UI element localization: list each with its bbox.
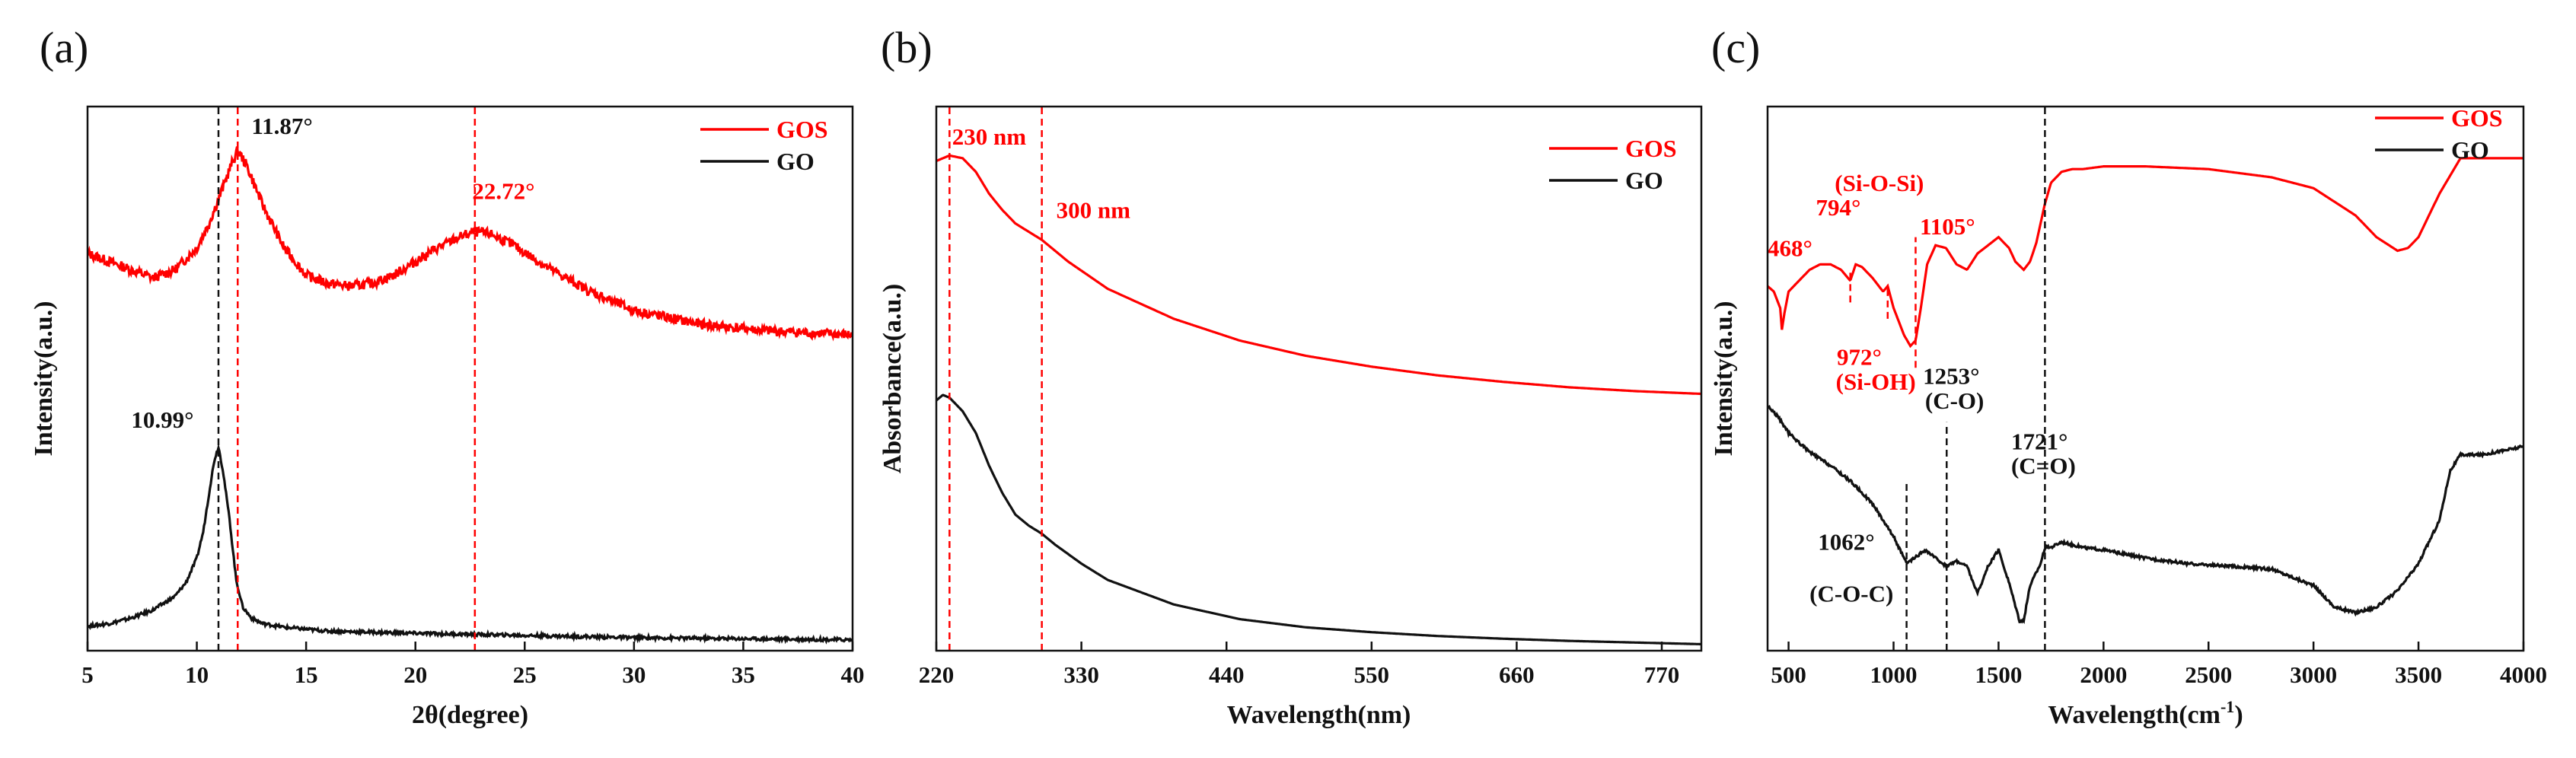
- annotation-label: 300 nm: [1057, 197, 1130, 224]
- annotation-label: 10.99°: [131, 406, 193, 433]
- annotation-label: 11.87°: [251, 113, 312, 139]
- x-tick-label: 440: [1209, 661, 1245, 688]
- annotation-label: 1105°: [1920, 213, 1975, 240]
- x-tick-label: 1500: [1975, 661, 2022, 688]
- annotation-label: (C-O): [1925, 387, 1984, 414]
- x-axis-title-text: Wavelength(cm: [2048, 701, 2221, 729]
- annotation-label: 972°: [1837, 344, 1882, 371]
- legend: GOS GO: [700, 116, 828, 175]
- x-tick-label: 660: [1499, 661, 1535, 688]
- x-tick-label: 3500: [2395, 661, 2442, 688]
- x-tick-label: 10: [185, 661, 209, 688]
- series-line-gos: [88, 146, 853, 342]
- y-axis-title: Intensity(a.u.): [1710, 301, 1738, 456]
- legend-label-go: GO: [1625, 167, 1663, 194]
- annotation-label: 1721°: [2011, 428, 2067, 454]
- x-tick-label: 15: [295, 661, 318, 688]
- legend-label-gos: GOS: [1625, 135, 1677, 162]
- series-line-gos: [1768, 157, 2523, 349]
- x-tick-label: 500: [1771, 661, 1806, 688]
- x-tick-label: 40: [841, 661, 865, 688]
- x-tick-label: 25: [513, 661, 537, 688]
- x-tick-label: 2500: [2185, 661, 2232, 688]
- x-tick-label: 550: [1354, 661, 1390, 688]
- annotation-label: 468°: [1768, 235, 1812, 262]
- x-axis-title: Wavelength(cm-1): [2048, 697, 2243, 729]
- y-axis-title: Intensity(a.u.): [30, 301, 58, 456]
- annotation-label: (Si-OH): [1836, 368, 1916, 395]
- legend-label-go: GO: [776, 148, 815, 175]
- x-tick-label: 220: [919, 661, 955, 688]
- legend-label-go: GO: [2451, 136, 2489, 164]
- x-tick-label: 1000: [1870, 661, 1918, 688]
- x-axis-title: 2θ(degree): [412, 701, 528, 729]
- annotation-label: (C-O-C): [1809, 581, 1893, 607]
- x-axis-title-sup: -1: [2221, 697, 2234, 716]
- x-tick-label: 4000: [2500, 661, 2547, 688]
- annotation-label: 1062°: [1818, 529, 1874, 556]
- panel-b: (b) 230 nm 300 nm 220 330 440 550 660 770 Wavelen…: [878, 23, 1703, 729]
- panel-c: (c) (Si-O-Si)794°468° 1105° 972°(Si-OH) 1253…: [1710, 23, 2547, 729]
- x-tick-label: 3000: [2290, 661, 2337, 688]
- annotation-label: 1253°: [1923, 363, 1979, 390]
- x-axis-title-text: Wavelength(nm): [1227, 701, 1411, 729]
- x-tick-label: 35: [732, 661, 755, 688]
- x-tick-label: 20: [403, 661, 427, 688]
- series-line-gos: [936, 154, 1701, 396]
- x-tick-label: 30: [622, 661, 646, 688]
- annotation-label: 794°: [1816, 194, 1860, 221]
- x-tick-label: 5: [81, 661, 94, 688]
- annotation-label: 230 nm: [952, 123, 1026, 150]
- panel-label: (b): [881, 23, 933, 72]
- annotation-label: 22.72°: [472, 178, 534, 205]
- x-tick-label: 330: [1063, 661, 1099, 688]
- panel-label: (a): [40, 23, 88, 72]
- annotation-label: (C=O): [2011, 453, 2076, 479]
- legend: GOS GO: [2375, 104, 2503, 164]
- annotation-label: (Si-O-Si): [1835, 170, 1924, 196]
- series-line-go: [936, 393, 1701, 645]
- x-tick-label: 770: [1644, 661, 1680, 688]
- legend: GOS GO: [1549, 135, 1677, 194]
- legend-label-gos: GOS: [776, 116, 828, 143]
- plot-frame: [86, 105, 854, 652]
- y-axis-title: Absorbance(a.u.): [878, 284, 907, 473]
- x-axis-title-text: 2θ(degree): [412, 701, 528, 729]
- legend-label-gos: GOS: [2451, 104, 2503, 132]
- series-line-go: [88, 443, 853, 645]
- x-tick-label: 2000: [2080, 661, 2127, 688]
- panel-label: (c): [1711, 23, 1760, 72]
- series-line-go: [1768, 405, 2523, 625]
- panel-a: (a) 11.87° 22.72° 10.99° 5 10 15 20 25 30 35 40 2θ(d…: [30, 23, 865, 729]
- x-axis-title: Wavelength(nm): [1227, 701, 1411, 729]
- plot-frame: [935, 105, 1703, 652]
- plot-frame: [1766, 105, 2525, 652]
- x-axis-title-tail: ): [2234, 701, 2243, 729]
